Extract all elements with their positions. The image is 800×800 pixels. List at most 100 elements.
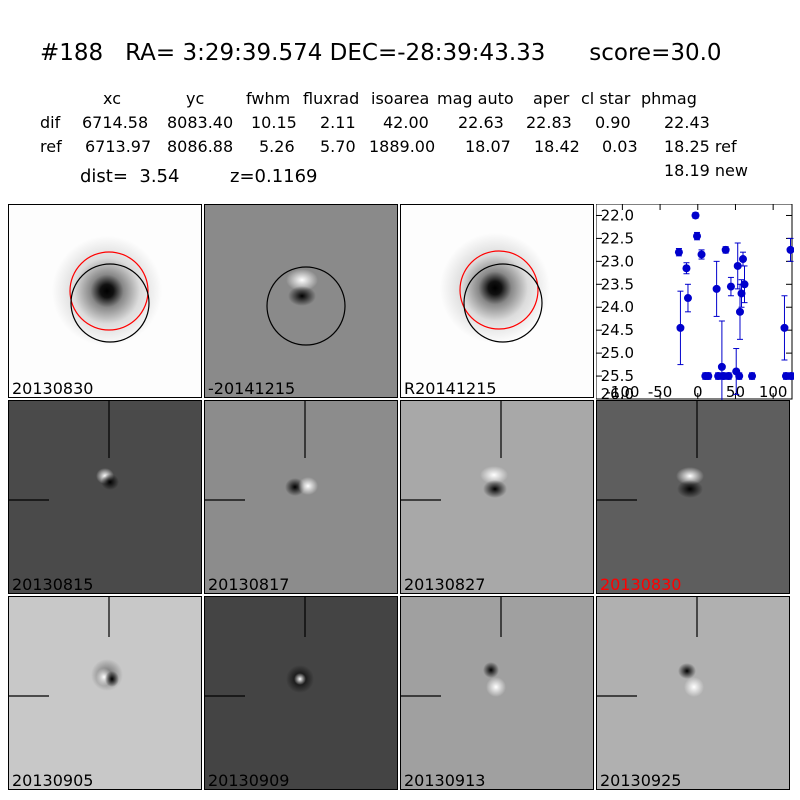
ref-isoarea: 1889.00 <box>369 137 436 156</box>
y-tick-label: 25.5 <box>601 367 634 385</box>
redshift-value: z=0.1169 <box>230 166 318 187</box>
col-header-fwhm: fwhm <box>246 89 291 108</box>
y-tick-label: 24.5 <box>601 321 634 339</box>
y-tick-label: 24.0 <box>601 298 634 316</box>
stamp-epoch: 20130905 <box>8 596 202 790</box>
dif-cl-star: 0.90 <box>595 113 631 132</box>
col-header-yc: yc <box>186 89 205 108</box>
stamp-epoch: 20130913 <box>400 596 594 790</box>
dif-isoarea: 42.00 <box>383 113 429 132</box>
stamp-label: 20130913 <box>404 771 486 790</box>
ref-fluxrad: 5.70 <box>320 137 356 156</box>
x-tick-label: 0 <box>693 383 703 400</box>
stamp-difference: -20141215 <box>204 204 398 398</box>
ref-xc: 6713.97 <box>85 137 152 156</box>
detection-circle <box>266 266 346 346</box>
data-point <box>735 372 744 381</box>
y-tick-label: 23.0 <box>601 252 634 270</box>
stamp-label: 20130817 <box>208 575 290 594</box>
col-header-mag-auto: mag auto <box>437 89 514 108</box>
data-point <box>780 323 789 332</box>
stamp-label: 20130830 <box>12 379 94 398</box>
dif-yc: 8083.40 <box>167 113 234 132</box>
y-tick-label: 26.0 <box>601 385 634 400</box>
x-tick-label: -100 <box>605 383 639 400</box>
col-header-isoarea: isoarea <box>371 89 430 108</box>
y-tick-label: 23.5 <box>601 275 634 293</box>
y-tick-label: 25.0 <box>601 344 634 362</box>
y-tick-label: 22.5 <box>601 229 634 247</box>
header-title: #188 RA= 3:29:39.574 DEC=-28:39:43.33 sc… <box>40 40 722 66</box>
data-point <box>674 248 683 257</box>
stamp-epoch: 20130817 <box>204 400 398 594</box>
data-point <box>683 294 692 303</box>
ref-cl-star: 0.03 <box>602 137 638 156</box>
dif-mag-auto: 22.63 <box>458 113 504 132</box>
dist-value: dist= 3.54 <box>80 166 180 187</box>
ref-circle <box>69 251 149 331</box>
data-point <box>676 323 685 332</box>
host-galaxy <box>440 233 550 343</box>
stamp-epoch: 20130827 <box>400 400 594 594</box>
dif-phmag: 22.43 <box>664 113 710 132</box>
dif-aper: 22.83 <box>526 113 572 132</box>
detection-circle <box>463 263 543 343</box>
data-point <box>733 261 742 270</box>
col-header-xc: xc <box>103 89 121 108</box>
data-point <box>737 289 746 298</box>
data-point <box>682 264 691 273</box>
stamp-epoch: 20130909 <box>204 596 398 790</box>
stamp-reference: R20141215 <box>400 204 594 398</box>
col-header-fluxrad: fluxrad <box>303 89 360 108</box>
ref-fwhm: 5.26 <box>259 137 295 156</box>
data-point <box>787 372 794 381</box>
col-header-phmag: phmag <box>641 89 697 108</box>
dif-row-label: dif <box>40 113 61 132</box>
data-point <box>717 362 726 371</box>
ref-row-label: ref <box>40 137 62 156</box>
x-tick-label: 100 <box>759 383 788 400</box>
data-point <box>724 372 733 381</box>
host-galaxy <box>52 236 162 346</box>
stamp-epoch: 20130830 <box>596 400 790 594</box>
ref-yc: 8086.88 <box>167 137 234 156</box>
y-tick-label: 22.0 <box>601 206 634 224</box>
data-point <box>697 250 706 259</box>
stamp-label: 20130905 <box>12 771 94 790</box>
col-header-aper: aper <box>533 89 570 108</box>
x-tick-label: -50 <box>648 383 673 400</box>
stamp-label: -20141215 <box>208 379 296 398</box>
data-point <box>740 280 749 289</box>
light-curve-plot: 22.0 22.5 23.0 23.5 24.0 24.5 25.0 25.526.0-100… <box>596 204 794 400</box>
ref-phmag: 18.25 ref <box>664 137 737 156</box>
x-tick-label: 50 <box>726 383 745 400</box>
ref-mag-auto: 18.07 <box>465 137 511 156</box>
new-phmag: 18.19 new <box>664 161 748 180</box>
stamp-epoch: 20130815 <box>8 400 202 594</box>
data-point <box>704 372 713 381</box>
dif-fluxrad: 2.11 <box>320 113 356 132</box>
stamp-label: R20141215 <box>404 379 497 398</box>
data-point <box>712 284 721 293</box>
stamp-new-image: 20130830 <box>8 204 202 398</box>
stamp-label-highlighted: 20130830 <box>600 575 682 594</box>
data-point <box>735 307 744 316</box>
ref-aper: 18.42 <box>534 137 580 156</box>
col-header-cl-star: cl star <box>581 89 631 108</box>
stamp-label: 20130909 <box>208 771 290 790</box>
stamp-label: 20130925 <box>600 771 682 790</box>
data-point <box>721 245 730 254</box>
data-point <box>693 232 702 241</box>
stamp-epoch: 20130925 <box>596 596 790 790</box>
data-point <box>691 211 700 220</box>
detection-circle <box>70 263 150 343</box>
data-point <box>739 255 747 264</box>
dif-fwhm: 10.15 <box>251 113 297 132</box>
ref-circle <box>459 250 539 330</box>
data-point <box>748 372 757 381</box>
data-point <box>786 245 794 254</box>
dif-xc: 6714.58 <box>82 113 149 132</box>
stamp-label: 20130827 <box>404 575 486 594</box>
data-point <box>726 282 735 291</box>
stamp-label: 20130815 <box>12 575 94 594</box>
